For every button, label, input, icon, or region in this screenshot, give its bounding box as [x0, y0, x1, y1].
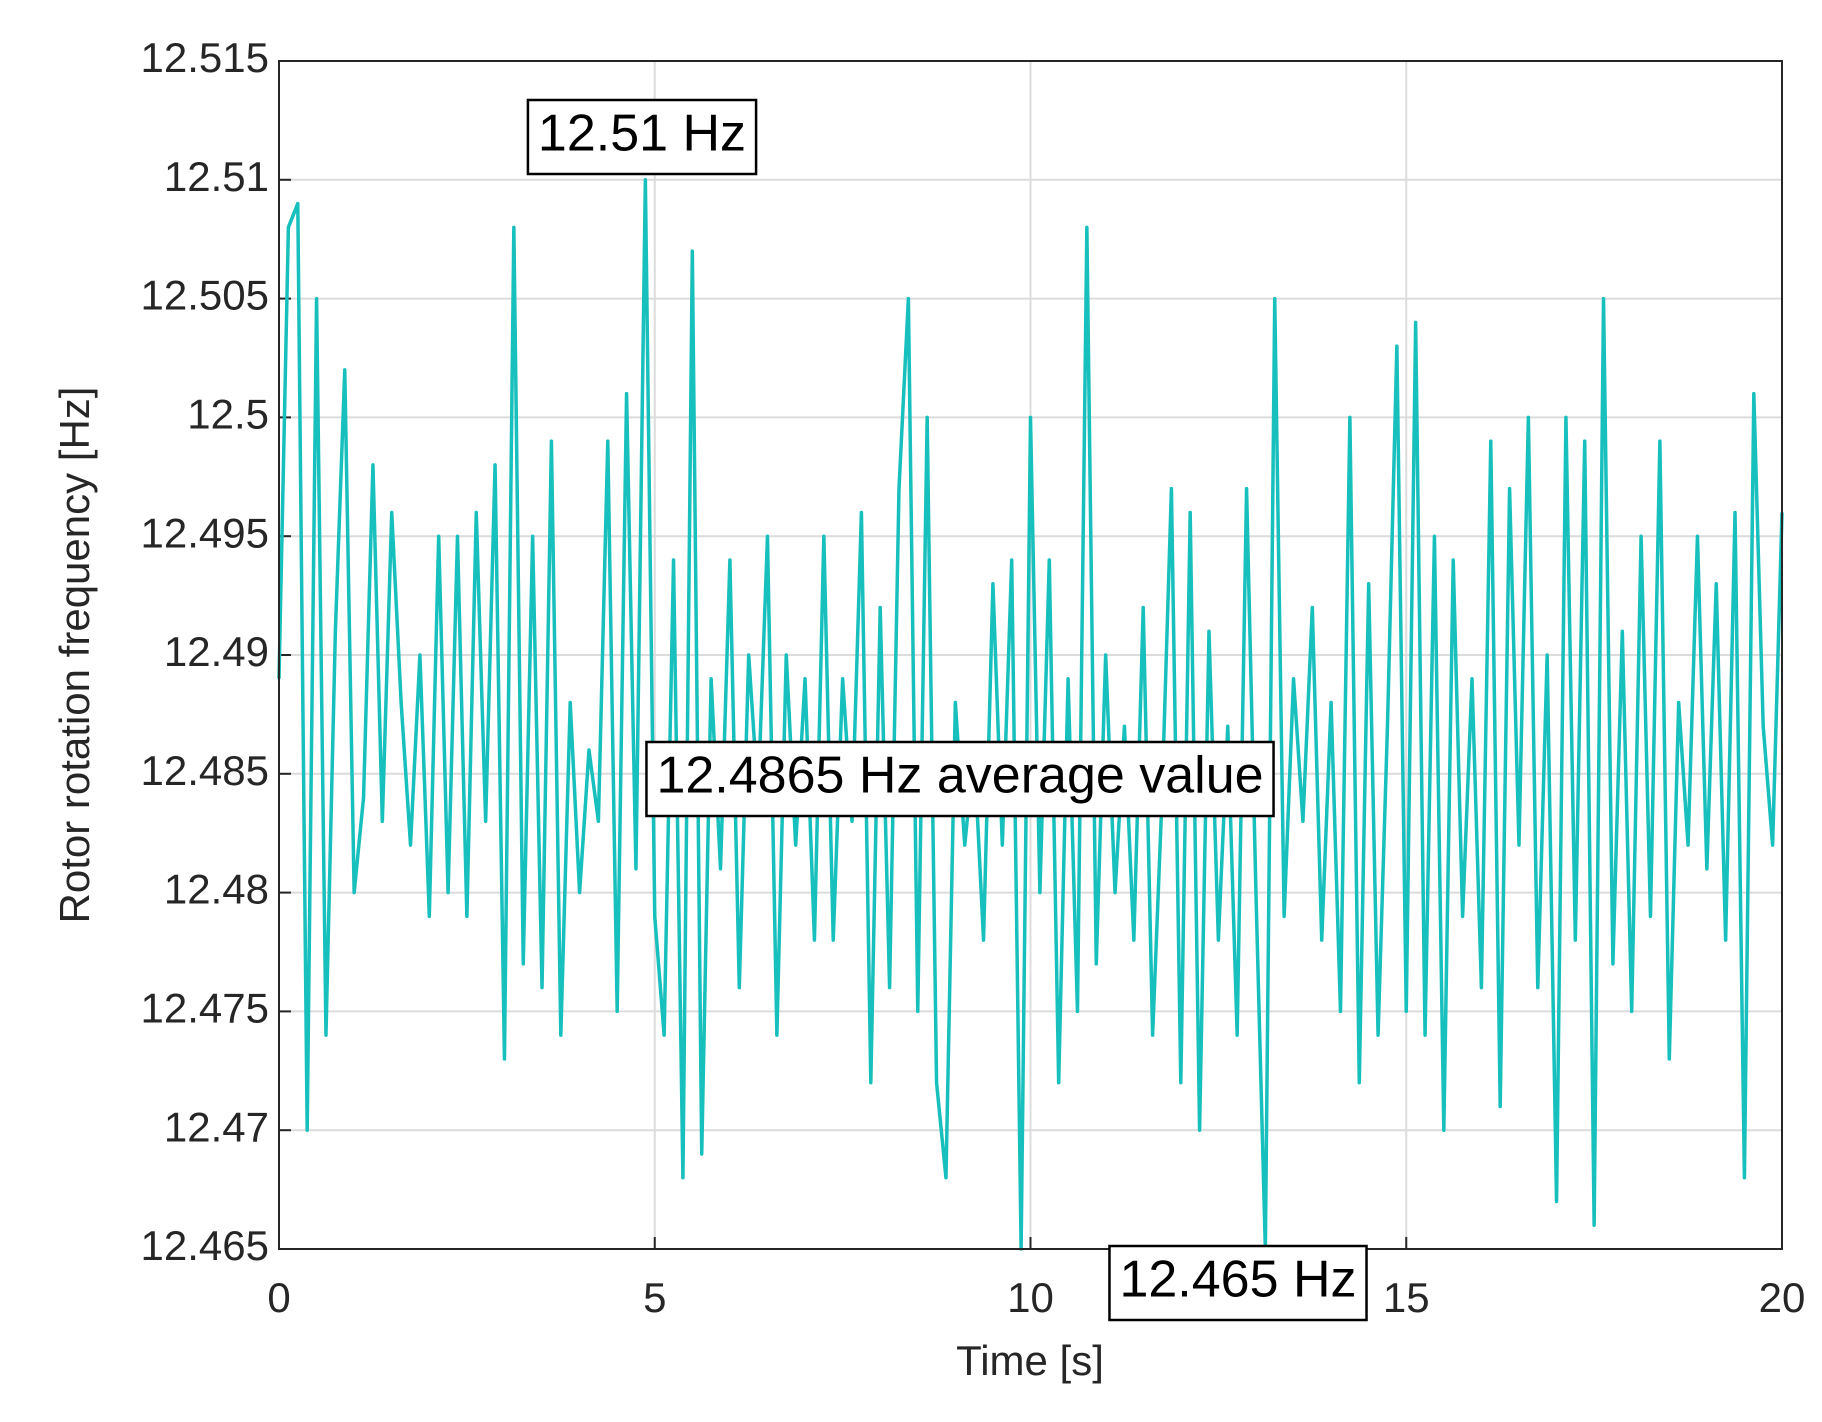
- annotation-box: [1108, 1244, 1368, 1322]
- y-tick-label: 12.47: [164, 1103, 269, 1150]
- x-tick-label: 10: [1007, 1274, 1054, 1321]
- y-tick-label: 12.5: [187, 390, 269, 437]
- y-tick-label: 12.475: [141, 984, 269, 1031]
- annotation: 12.4865 Hz average value: [656, 747, 1263, 805]
- y-tick-label: 12.485: [141, 747, 269, 794]
- annotation-box: [645, 740, 1275, 818]
- y-tick-label: 12.505: [141, 272, 269, 319]
- annotation-box: [526, 98, 758, 176]
- y-tick-label: 12.495: [141, 509, 269, 556]
- annotation: 12.51 Hz: [538, 105, 746, 163]
- x-tick-label: 15: [1383, 1274, 1430, 1321]
- x-tick-label: 0: [267, 1274, 290, 1321]
- y-axis-label: Rotor rotation frequency [Hz]: [51, 387, 98, 924]
- x-tick-label: 5: [643, 1274, 666, 1321]
- data-line: [277, 178, 1784, 1251]
- y-tick-label: 12.465: [141, 1222, 269, 1269]
- plot-frame: [278, 60, 1783, 1250]
- annotation: 12.465 Hz: [1119, 1251, 1356, 1309]
- y-tick-label: 12.51: [164, 153, 269, 200]
- y-tick-label: 12.48: [164, 866, 269, 913]
- x-axis-label: Time [s]: [956, 1337, 1104, 1384]
- y-tick-label: 12.49: [164, 628, 269, 675]
- x-tick-label: 20: [1759, 1274, 1806, 1321]
- y-tick-label: 12.515: [141, 34, 269, 81]
